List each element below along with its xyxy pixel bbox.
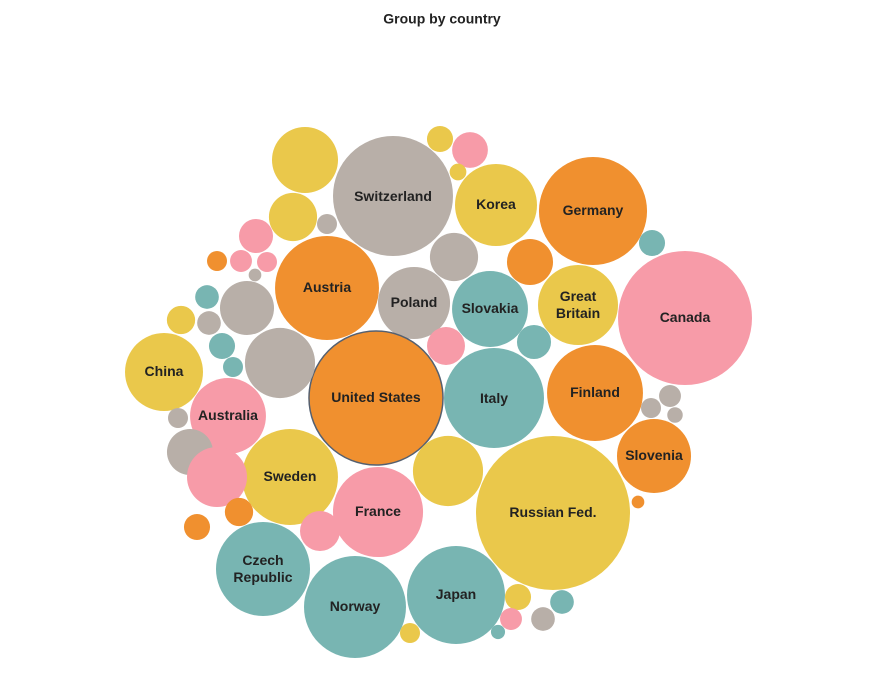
bubble <box>506 238 554 286</box>
bubble <box>407 546 505 644</box>
bubble <box>317 214 337 234</box>
bubble <box>400 623 420 643</box>
bubble <box>452 132 488 168</box>
bubble <box>224 497 254 527</box>
bubble <box>455 164 537 246</box>
bubble <box>531 607 555 631</box>
bubble <box>332 466 424 558</box>
bubble <box>197 311 221 335</box>
bubble <box>659 385 681 407</box>
bubble <box>208 332 236 360</box>
bubble <box>550 590 574 614</box>
bubble <box>168 408 188 428</box>
bubble <box>190 378 266 454</box>
bubble <box>641 398 661 418</box>
bubble <box>242 429 338 525</box>
bubble <box>248 268 262 282</box>
bubble <box>490 624 506 640</box>
bubble <box>427 327 465 365</box>
bubble <box>631 495 645 509</box>
bubble <box>429 232 479 282</box>
bubble <box>452 271 528 347</box>
bubble <box>207 251 227 271</box>
bubble <box>616 418 692 494</box>
bubble <box>500 608 522 630</box>
bubble <box>449 163 467 181</box>
bubble <box>308 330 444 466</box>
bubble <box>187 447 247 507</box>
bubble <box>268 192 318 242</box>
bubble <box>195 285 219 309</box>
bubble <box>475 435 631 591</box>
bubble <box>244 327 316 399</box>
bubble <box>444 348 544 448</box>
bubble <box>412 435 484 507</box>
bubble <box>538 265 618 345</box>
bubble <box>215 521 311 617</box>
bubble <box>547 345 643 441</box>
bubble <box>223 357 243 377</box>
bubble <box>271 126 339 194</box>
bubble <box>516 324 552 360</box>
bubble <box>538 156 648 266</box>
chart-title: Group by country <box>383 11 501 27</box>
bubble <box>638 229 666 257</box>
bubble <box>300 511 340 551</box>
bubble <box>125 333 203 411</box>
bubble <box>426 125 454 153</box>
bubble <box>377 266 451 340</box>
bubble <box>238 218 274 254</box>
bubble <box>219 280 275 336</box>
bubble <box>230 250 252 272</box>
bubble <box>617 250 753 386</box>
bubble <box>504 583 532 611</box>
bubble <box>166 305 196 335</box>
bubble <box>257 252 277 272</box>
bubble <box>333 136 453 256</box>
bubble <box>667 407 683 423</box>
bubble <box>183 513 211 541</box>
bubble <box>275 236 379 340</box>
bubble <box>304 556 406 658</box>
